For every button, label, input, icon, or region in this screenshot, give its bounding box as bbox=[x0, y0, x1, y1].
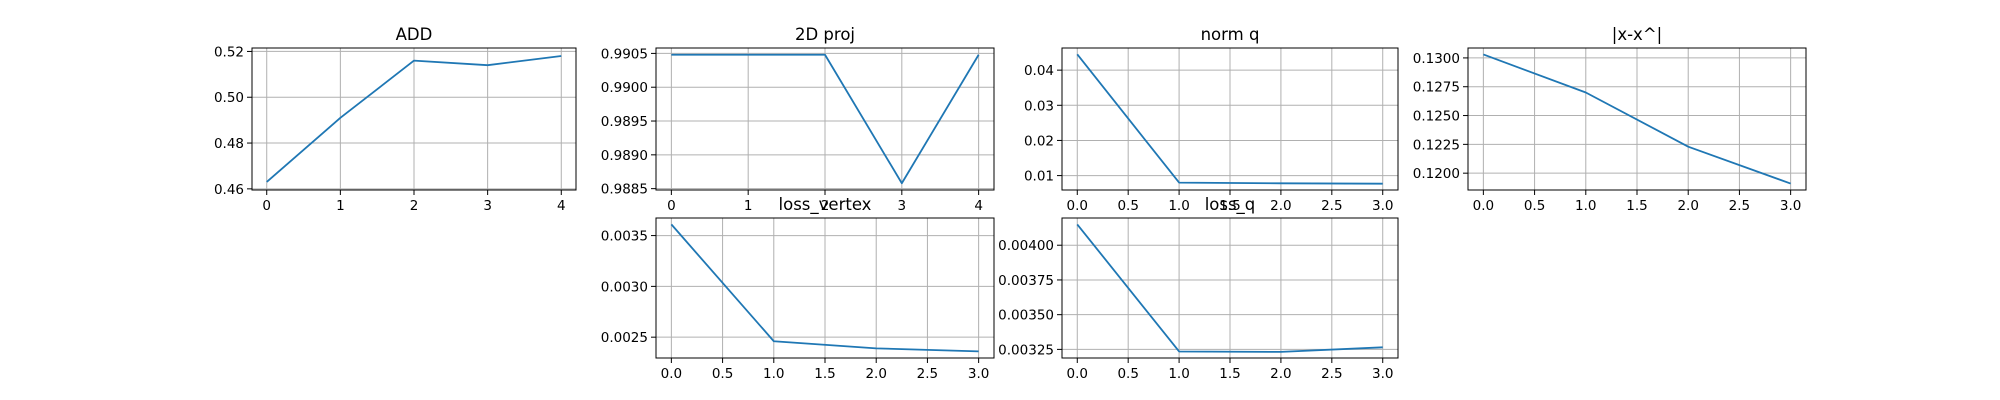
y-tick-label: 0.0030 bbox=[601, 279, 648, 295]
y-tick-label: 0.0025 bbox=[601, 330, 648, 346]
y-tick-label: 0.0035 bbox=[601, 229, 648, 245]
series-line bbox=[1076, 53, 1383, 185]
x-tick-label: 1.5 bbox=[1219, 366, 1240, 382]
chart-panel: 0.0 0.5 1.0 1.5 2.0 2.5 3.0 0.1200 0.1225 0.1250 0… bbox=[1413, 25, 1807, 214]
chart-panel: 0 1 2 3 4 0.9885 0.9890 0.9895 0.9900 0.9905 2D pr… bbox=[601, 25, 995, 214]
x-tick-label: 1.0 bbox=[763, 366, 784, 382]
y-tick-label: 0.00400 bbox=[998, 238, 1054, 254]
y-tick-label: 0.9905 bbox=[601, 46, 648, 62]
x-tick-label: 2.5 bbox=[1729, 198, 1750, 214]
y-tick-label: 0.01 bbox=[1024, 169, 1054, 185]
x-tick-label: 3 bbox=[898, 198, 907, 214]
chart-title: loss_vertex bbox=[779, 195, 872, 215]
x-tick-label: 1.0 bbox=[1168, 198, 1189, 214]
y-tick-label: 0.9885 bbox=[601, 182, 648, 198]
chart-title: norm q bbox=[1201, 25, 1260, 44]
x-tick-label: 3.0 bbox=[968, 366, 989, 382]
x-tick-label: 1.5 bbox=[1219, 198, 1240, 214]
y-tick-label: 0.1225 bbox=[1413, 137, 1460, 153]
x-tick-label: 0 bbox=[262, 198, 271, 214]
y-tick-label: 0.02 bbox=[1024, 133, 1054, 149]
chart-panel: 0.0 0.5 1.0 1.5 2.0 2.5 3.0 0.0025 0.0030 0.0035 l… bbox=[601, 195, 995, 382]
chart-panel: 0 1 2 3 4 0.46 0.48 0.50 0.52 ADD bbox=[214, 25, 577, 214]
x-tick-label: 0.5 bbox=[1117, 198, 1138, 214]
x-tick-label: 0.5 bbox=[712, 366, 733, 382]
x-tick-label: 3.0 bbox=[1372, 198, 1393, 214]
x-tick-label: 1.0 bbox=[1575, 198, 1596, 214]
x-tick-label: 2.5 bbox=[917, 366, 938, 382]
x-tick-label: 1 bbox=[336, 198, 345, 214]
series-line bbox=[266, 55, 562, 183]
chart-title: ADD bbox=[396, 25, 433, 44]
series-line bbox=[1076, 223, 1383, 353]
y-tick-label: 0.9895 bbox=[601, 114, 648, 130]
x-tick-label: 3.0 bbox=[1372, 366, 1393, 382]
x-tick-label: 0.0 bbox=[1067, 366, 1088, 382]
y-tick-label: 0.46 bbox=[214, 182, 244, 198]
chart-title: |x-x^| bbox=[1612, 25, 1662, 44]
x-tick-label: 2.5 bbox=[1321, 366, 1342, 382]
x-tick-label: 3.0 bbox=[1780, 198, 1801, 214]
series-line bbox=[1483, 53, 1791, 185]
series-line bbox=[670, 223, 979, 353]
chart-panel: 0.0 0.5 1.0 1.5 2.0 2.5 3.0 0.01 0.02 0.03 0.04 nor… bbox=[1024, 25, 1399, 214]
x-tick-label: 4 bbox=[974, 198, 983, 214]
x-tick-label: 2.0 bbox=[1677, 198, 1698, 214]
x-tick-label: 2 bbox=[410, 198, 419, 214]
x-tick-label: 4 bbox=[557, 198, 566, 214]
y-tick-label: 0.48 bbox=[214, 136, 244, 152]
x-tick-label: 2 bbox=[821, 198, 830, 214]
x-tick-label: 0.0 bbox=[661, 366, 682, 382]
x-tick-label: 1.5 bbox=[1626, 198, 1647, 214]
y-tick-label: 0.52 bbox=[214, 44, 244, 60]
y-tick-label: 0.9890 bbox=[601, 148, 648, 164]
x-tick-label: 2.0 bbox=[1270, 198, 1291, 214]
x-tick-label: 2.0 bbox=[865, 366, 886, 382]
series-line bbox=[671, 53, 980, 185]
x-tick-label: 0 bbox=[667, 198, 676, 214]
x-tick-label: 0.5 bbox=[1524, 198, 1545, 214]
x-tick-label: 3 bbox=[483, 198, 492, 214]
y-tick-label: 0.00375 bbox=[998, 273, 1054, 289]
y-tick-label: 0.1300 bbox=[1413, 51, 1460, 67]
x-tick-label: 1.0 bbox=[1168, 366, 1189, 382]
y-tick-label: 0.9900 bbox=[601, 80, 648, 96]
x-tick-label: 1 bbox=[744, 198, 753, 214]
x-tick-label: 0.0 bbox=[1067, 198, 1088, 214]
y-tick-label: 0.50 bbox=[214, 90, 244, 106]
y-tick-label: 0.1275 bbox=[1413, 80, 1460, 96]
y-tick-label: 0.00350 bbox=[998, 308, 1054, 324]
chart-title: 2D proj bbox=[795, 25, 855, 44]
x-tick-label: 0.0 bbox=[1473, 198, 1494, 214]
y-tick-label: 0.04 bbox=[1024, 63, 1054, 79]
y-tick-label: 0.00325 bbox=[998, 342, 1054, 358]
y-tick-label: 0.03 bbox=[1024, 98, 1054, 114]
chart-panel: 0.0 0.5 1.0 1.5 2.0 2.5 3.0 0.00325 0.00350 0.003… bbox=[998, 195, 1399, 382]
y-tick-label: 0.1200 bbox=[1413, 166, 1460, 182]
y-tick-label: 0.1250 bbox=[1413, 109, 1460, 125]
x-tick-label: 2.0 bbox=[1270, 366, 1291, 382]
chart-title: loss_q bbox=[1205, 195, 1256, 215]
x-tick-label: 0.5 bbox=[1117, 366, 1138, 382]
x-tick-label: 1.5 bbox=[814, 366, 835, 382]
x-tick-label: 2.5 bbox=[1321, 198, 1342, 214]
